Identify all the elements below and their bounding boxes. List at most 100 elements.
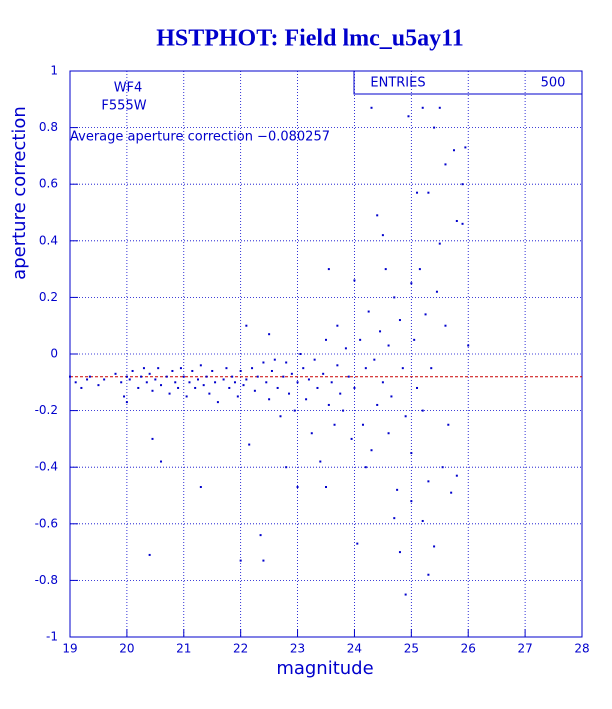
point: [433, 545, 436, 548]
point: [80, 386, 83, 389]
point: [435, 290, 438, 293]
point: [242, 384, 245, 387]
point: [157, 367, 160, 370]
point: [441, 466, 444, 469]
x-tick-label: 21: [176, 642, 191, 656]
point: [185, 395, 188, 398]
point: [327, 403, 330, 406]
point: [103, 378, 106, 381]
annotation: Average aperture correction −0.080257: [70, 130, 330, 145]
point: [222, 378, 225, 381]
point: [285, 466, 288, 469]
point: [305, 398, 308, 401]
point: [270, 369, 273, 372]
point: [461, 183, 464, 186]
point: [350, 437, 353, 440]
point: [330, 381, 333, 384]
point: [262, 559, 265, 562]
point: [421, 409, 424, 412]
point: [376, 403, 379, 406]
point: [447, 423, 450, 426]
y-tick-label: 1: [50, 64, 58, 78]
x-tick-label: 20: [119, 642, 134, 656]
point: [316, 386, 319, 389]
point: [231, 375, 234, 378]
point: [97, 384, 100, 387]
point: [239, 369, 242, 372]
point: [424, 313, 427, 316]
point: [142, 367, 145, 370]
point: [367, 310, 370, 313]
point: [455, 474, 458, 477]
point: [461, 222, 464, 225]
point: [256, 375, 259, 378]
point: [279, 415, 282, 418]
point: [151, 437, 154, 440]
point: [174, 381, 177, 384]
y-tick-label: -0.6: [35, 516, 58, 530]
point: [401, 367, 404, 370]
point: [248, 443, 251, 446]
point: [310, 432, 313, 435]
point: [438, 242, 441, 245]
point: [453, 149, 455, 152]
x-tick-label: 24: [347, 642, 362, 656]
point: [370, 106, 373, 109]
point: [137, 386, 140, 389]
point: [214, 381, 217, 384]
point: [342, 409, 345, 412]
point: [364, 367, 367, 370]
point: [361, 423, 364, 426]
point: [393, 517, 396, 520]
point: [427, 573, 430, 576]
y-tick-label: 0.6: [39, 177, 58, 191]
plot-frame: [69, 70, 583, 638]
point: [128, 378, 131, 381]
point: [290, 372, 293, 375]
point: [276, 386, 279, 389]
point: [160, 384, 163, 387]
point: [148, 553, 151, 556]
point: [444, 324, 447, 327]
point: [381, 234, 384, 237]
point: [74, 381, 77, 384]
x-tick-label: 22: [233, 642, 248, 656]
point: [336, 364, 339, 367]
point: [179, 367, 182, 370]
point: [427, 191, 430, 194]
point: [288, 392, 291, 395]
point: [325, 486, 327, 489]
y-tick-label: -1: [46, 630, 58, 644]
point: [131, 369, 134, 372]
point: [325, 338, 327, 341]
x-tick-label: 27: [517, 642, 532, 656]
point: [120, 381, 123, 384]
point: [282, 375, 285, 378]
point: [307, 378, 310, 381]
point: [165, 375, 168, 378]
point: [293, 409, 296, 412]
point: [265, 381, 268, 384]
point: [393, 296, 396, 299]
point: [396, 488, 399, 491]
point: [404, 415, 407, 418]
point: [418, 268, 421, 271]
point: [194, 386, 197, 389]
stats-value: 500: [541, 76, 566, 91]
point: [148, 372, 151, 375]
point: [262, 361, 265, 364]
point: [467, 344, 470, 347]
filter-label: WF4: [114, 81, 143, 96]
point: [88, 375, 91, 378]
point: [370, 449, 373, 452]
filter-label: F555W: [101, 99, 146, 114]
point: [114, 372, 117, 375]
point: [347, 375, 350, 378]
point: [228, 386, 231, 389]
point: [125, 375, 128, 378]
point: [430, 367, 433, 370]
point: [373, 358, 376, 361]
point: [123, 395, 126, 398]
